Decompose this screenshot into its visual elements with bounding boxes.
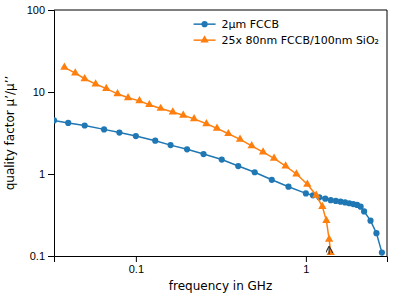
tick-label: 0.1 bbox=[30, 250, 45, 262]
data-point bbox=[101, 126, 107, 132]
frame-top bbox=[54, 10, 387, 11]
data-point bbox=[270, 154, 278, 161]
legend-label: 25x 80nm FCCB/100nm SiO₂ bbox=[222, 34, 379, 47]
data-area bbox=[54, 63, 385, 256]
tick-label: 1 bbox=[303, 263, 309, 275]
legend-label: 2μm FCCB bbox=[222, 18, 279, 31]
x-axis: 0.11 bbox=[55, 256, 388, 275]
data-point bbox=[248, 141, 256, 148]
data-point bbox=[219, 156, 225, 162]
data-point bbox=[322, 196, 328, 202]
tick: 10 bbox=[33, 86, 54, 98]
tick-label: 1 bbox=[39, 168, 45, 180]
data-point bbox=[82, 122, 88, 128]
data-point bbox=[269, 177, 275, 183]
tick: 100 bbox=[27, 4, 54, 16]
frame-right bbox=[387, 10, 388, 256]
series-line bbox=[64, 67, 330, 252]
data-point bbox=[167, 142, 173, 148]
tick-mark bbox=[48, 256, 54, 257]
tick: 1 bbox=[39, 168, 54, 180]
axis-line bbox=[55, 257, 388, 263]
axis-line bbox=[48, 11, 55, 257]
data-point bbox=[200, 151, 206, 157]
data-point bbox=[65, 120, 71, 126]
legend: 2μm FCCB 25x 80nm FCCB/100nm SiO₂ bbox=[194, 18, 379, 47]
y-axis-title: quality factor μ’/μ’’ bbox=[3, 76, 17, 191]
data-point bbox=[60, 63, 68, 70]
data-point bbox=[318, 202, 326, 209]
legend-item: 2μm FCCB bbox=[194, 18, 279, 31]
series-line bbox=[54, 120, 382, 252]
data-point bbox=[303, 190, 309, 196]
tick: 1 bbox=[303, 256, 309, 275]
data-point bbox=[292, 169, 300, 176]
legend-marker bbox=[201, 21, 207, 27]
data-point bbox=[190, 114, 198, 121]
data-point bbox=[116, 129, 122, 135]
legend-item: 25x 80nm FCCB/100nm SiO₂ bbox=[194, 34, 379, 47]
data-point bbox=[169, 107, 177, 114]
data-point bbox=[373, 230, 379, 236]
data-point bbox=[259, 147, 267, 154]
data-point bbox=[71, 68, 79, 75]
plot-frame bbox=[54, 10, 387, 256]
tick-label: 10 bbox=[33, 86, 45, 98]
data-point bbox=[179, 110, 187, 117]
plot: 0.110.11101002μm FCCB25x 80nm FCCB/100nm… bbox=[27, 4, 388, 275]
data-point bbox=[81, 74, 89, 81]
data-point bbox=[224, 129, 232, 136]
data-point bbox=[113, 89, 121, 96]
series bbox=[54, 117, 385, 255]
data-point bbox=[379, 250, 385, 256]
data-point bbox=[152, 138, 158, 144]
tick-label: 100 bbox=[27, 4, 45, 16]
y-axis: 0.1 1 10 100 bbox=[27, 4, 55, 262]
x-axis-title: frequency in GHz bbox=[169, 279, 272, 293]
data-point bbox=[102, 84, 110, 91]
data-point bbox=[312, 190, 320, 197]
data-point bbox=[184, 146, 190, 152]
data-point bbox=[235, 163, 241, 169]
tick-mark bbox=[306, 256, 307, 262]
data-point bbox=[213, 124, 221, 131]
data-point bbox=[322, 216, 330, 223]
tick-mark bbox=[48, 174, 54, 175]
tick: 0.1 bbox=[30, 250, 54, 262]
data-point bbox=[327, 248, 335, 255]
annotation-arrow bbox=[329, 247, 330, 255]
data-point bbox=[361, 208, 367, 214]
tick-mark bbox=[48, 92, 54, 93]
legend-marker bbox=[200, 35, 208, 42]
data-point bbox=[91, 79, 99, 86]
data-point bbox=[135, 96, 143, 103]
data-point bbox=[236, 134, 244, 141]
data-point bbox=[281, 161, 289, 168]
data-point bbox=[303, 179, 311, 186]
data-point bbox=[202, 119, 210, 126]
tick-mark bbox=[48, 10, 54, 11]
data-point bbox=[145, 100, 153, 107]
series bbox=[60, 63, 335, 255]
data-point bbox=[133, 133, 139, 139]
data-point bbox=[285, 184, 291, 190]
data-point bbox=[325, 234, 333, 241]
data-point bbox=[252, 169, 258, 175]
tick-label: 0.1 bbox=[129, 263, 144, 275]
data-point bbox=[367, 218, 373, 224]
tick-mark bbox=[136, 256, 137, 262]
tick: 0.1 bbox=[129, 256, 144, 275]
chart: 0.110.11101002μm FCCB25x 80nm FCCB/100nm… bbox=[0, 0, 401, 296]
data-point bbox=[124, 93, 132, 100]
data-point bbox=[54, 117, 57, 123]
data-point bbox=[157, 104, 165, 111]
